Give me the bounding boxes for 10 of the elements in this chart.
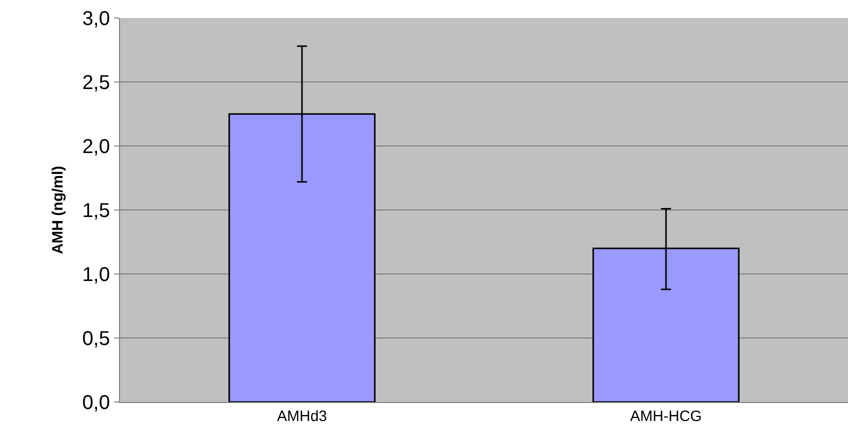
y-tick-label: 0,0 (82, 392, 110, 414)
y-tick-label: 0,5 (82, 328, 110, 350)
y-tick-label: 1,0 (82, 264, 110, 286)
y-tick-label: 1,5 (82, 200, 110, 222)
y-axis-title: AMH (ng/ml) (49, 166, 66, 254)
x-tick-label: AMH-HCG (630, 408, 702, 425)
x-tick-label: AMHd3 (276, 408, 328, 425)
y-tick-label: 3,0 (82, 8, 110, 30)
y-tick-label: 2,0 (82, 136, 110, 158)
y-tick-label: 2,5 (82, 72, 110, 94)
